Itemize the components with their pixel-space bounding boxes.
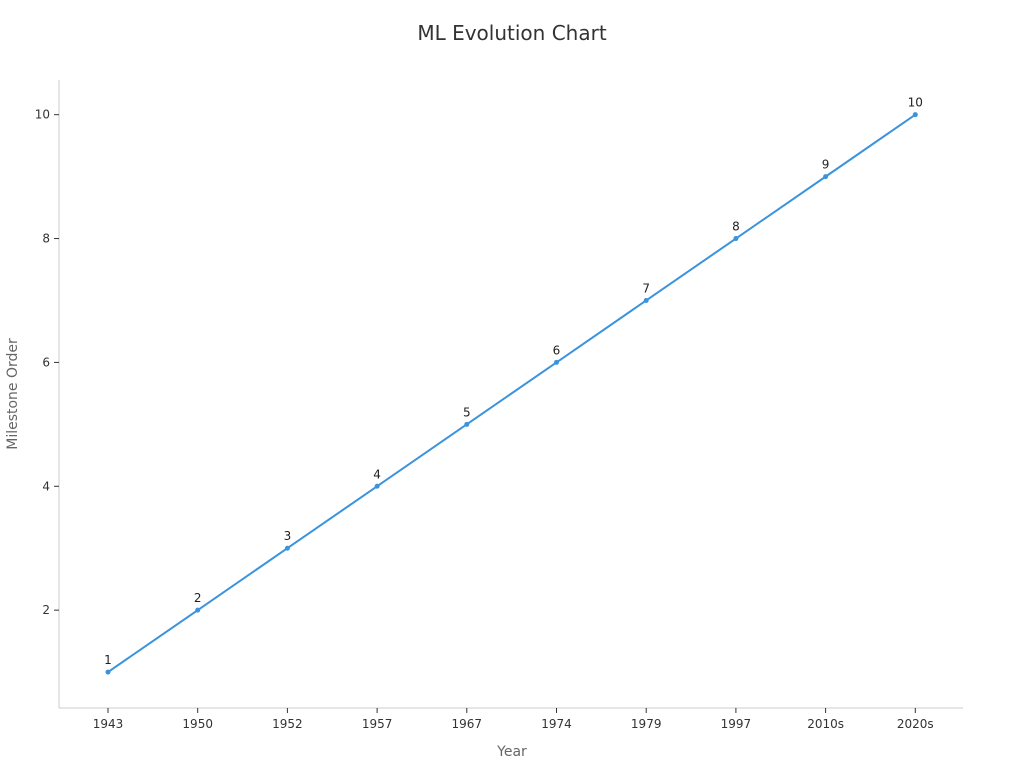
data-label: 5 [463, 405, 471, 419]
data-point [464, 421, 470, 427]
data-label: 7 [642, 281, 650, 295]
data-label: 1 [104, 653, 112, 667]
data-point [643, 297, 649, 303]
series-line [107, 113, 917, 674]
data-label: 6 [553, 343, 561, 357]
x-tick-label: 2010s [807, 717, 844, 731]
y-axis-title: Milestone Order [5, 338, 21, 450]
chart-title: ML Evolution Chart [417, 21, 606, 45]
data-point [823, 174, 829, 180]
x-tick-label: 1943 [93, 717, 124, 731]
x-tick-label: 1957 [362, 717, 393, 731]
x-axis-ticks: 1943 1950 1952 1957 1967 1974 1979 1997 2010s 202… [93, 708, 934, 731]
data-label: 3 [284, 529, 292, 543]
data-point [733, 236, 739, 242]
x-tick-label: 1967 [452, 717, 483, 731]
y-tick-label: 2 [42, 603, 50, 617]
data-label: 10 [908, 96, 923, 110]
data-point [554, 359, 559, 365]
x-tick-label: 1974 [541, 717, 572, 731]
axes [58, 80, 963, 709]
x-tick-label: 1952 [272, 717, 303, 731]
data-point [374, 483, 380, 489]
data-label: 4 [373, 467, 381, 481]
x-tick-label: 2020s [897, 717, 934, 731]
data-points [105, 112, 918, 675]
x-tick-label: 1979 [631, 717, 662, 731]
data-point [105, 669, 111, 675]
data-point [912, 112, 918, 118]
x-tick-label: 1997 [721, 717, 752, 731]
y-axis-ticks: 2 4 6 8 10 [35, 108, 59, 617]
data-label: 9 [822, 158, 830, 172]
y-tick-label: 8 [42, 232, 50, 246]
data-labels: 1 2 3 4 5 6 7 8 9 10 [104, 96, 923, 667]
y-tick-label: 10 [35, 108, 50, 122]
data-point [195, 607, 201, 613]
data-point [284, 545, 290, 551]
x-tick-label: 1950 [182, 717, 213, 731]
y-tick-label: 6 [42, 355, 50, 369]
y-tick-label: 4 [42, 479, 50, 493]
x-axis-title: Year [496, 744, 527, 760]
data-label: 8 [732, 220, 740, 234]
series-layer [107, 113, 917, 674]
data-label: 2 [194, 591, 202, 605]
